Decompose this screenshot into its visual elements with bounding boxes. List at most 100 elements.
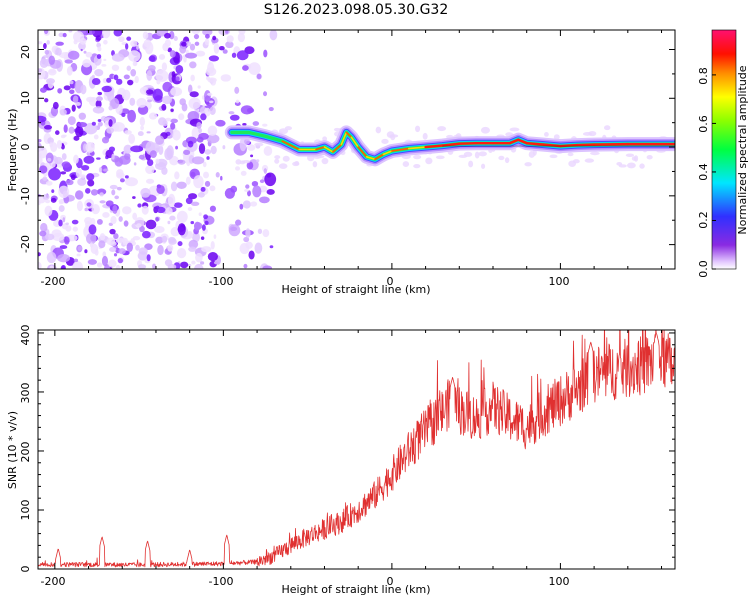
x-tick-label: -100	[209, 275, 234, 288]
noise-blob	[138, 247, 148, 255]
noise-blob	[155, 161, 167, 170]
noise-blob	[77, 245, 83, 251]
noise-blob	[266, 188, 275, 195]
noise-blob	[312, 161, 318, 168]
noise-blob	[66, 66, 73, 76]
noise-blob	[85, 142, 95, 153]
noise-blob	[112, 204, 118, 214]
noise-blob	[102, 30, 111, 39]
noise-blob	[631, 156, 637, 161]
noise-blob	[155, 158, 160, 164]
noise-blob	[294, 161, 300, 166]
colorbar-frame	[711, 29, 737, 270]
noise-blob	[402, 161, 410, 168]
noise-blob	[198, 143, 206, 155]
noise-blob	[137, 264, 147, 269]
noise-blob	[252, 121, 260, 126]
noise-blob	[113, 253, 118, 257]
noise-blob	[237, 32, 246, 43]
noise-blob	[43, 30, 49, 35]
noise-blob	[247, 190, 251, 197]
noise-blob	[47, 137, 54, 145]
noise-blob	[85, 188, 91, 194]
noise-blob	[204, 220, 209, 226]
noise-blob	[82, 59, 92, 68]
noise-blob	[212, 35, 217, 41]
noise-blob	[44, 205, 53, 217]
noise-blob	[96, 157, 101, 160]
colorbar-tick-label: 0.4	[697, 163, 710, 181]
noise-blob	[98, 167, 103, 173]
noise-blob	[269, 30, 278, 41]
noise-blob	[49, 69, 56, 74]
noise-blob	[215, 172, 220, 178]
y-axis-label: SNR (10 * v/v)	[6, 411, 19, 489]
noise-blob	[60, 144, 65, 150]
noise-blob	[180, 261, 189, 269]
noise-blob	[146, 89, 154, 95]
noise-blob	[415, 125, 421, 133]
noise-blob	[390, 134, 396, 141]
noise-blob	[207, 251, 218, 262]
noise-blob	[218, 46, 225, 51]
noise-blob	[158, 117, 167, 126]
colorbar-tick-label: 0.0	[697, 260, 710, 278]
noise-blob	[113, 30, 123, 37]
noise-blob	[175, 76, 180, 82]
noise-blob	[524, 162, 532, 167]
noise-blob	[381, 138, 389, 144]
noise-blob	[122, 206, 132, 215]
noise-blob	[198, 212, 202, 217]
noise-blob	[106, 127, 115, 134]
noise-blob	[190, 74, 195, 82]
noise-blob	[126, 36, 132, 41]
noise-blob	[103, 58, 107, 61]
noise-blob	[80, 84, 87, 95]
noise-blob	[55, 130, 60, 135]
noise-blob	[85, 233, 97, 245]
noise-blob	[242, 123, 247, 126]
noise-blob	[198, 128, 203, 134]
noise-blob	[65, 179, 74, 186]
noise-blob	[263, 168, 267, 174]
noise-blob	[171, 71, 176, 78]
noise-blob	[108, 119, 113, 127]
noise-blob	[94, 69, 104, 77]
noise-blob	[130, 238, 135, 244]
noise-blob	[468, 160, 474, 168]
noise-blob	[75, 125, 84, 138]
noise-blob	[177, 159, 186, 165]
noise-blob	[92, 106, 105, 114]
noise-blob	[168, 236, 176, 243]
noise-blob	[244, 189, 249, 192]
noise-blob	[549, 154, 558, 159]
x-axis-label: Height of straight line (km)	[281, 283, 430, 296]
noise-blob	[185, 176, 191, 185]
ridge-core	[407, 146, 427, 150]
noise-blob	[98, 240, 106, 249]
noise-blob	[58, 219, 63, 227]
noise-blob	[213, 234, 217, 239]
noise-blob	[119, 178, 125, 183]
noise-blob	[58, 32, 65, 38]
ridge-core	[345, 131, 353, 139]
ridge-core	[357, 146, 368, 158]
noise-blob	[42, 176, 48, 182]
noise-blob	[208, 61, 211, 65]
noise-blob	[146, 131, 151, 134]
noise-blob	[43, 42, 47, 50]
noise-blob	[115, 264, 121, 269]
noise-blob	[244, 138, 251, 145]
noise-blob	[47, 157, 52, 162]
noise-blob	[145, 219, 157, 230]
noise-blob	[235, 166, 241, 171]
noise-blob	[101, 255, 109, 267]
noise-blob	[62, 32, 67, 38]
noise-blob	[64, 236, 70, 245]
noise-blob	[40, 222, 48, 232]
noise-blob	[108, 259, 117, 268]
noise-blob	[146, 254, 151, 262]
noise-blob	[111, 189, 116, 196]
noise-blob	[60, 171, 67, 175]
ridge-core	[525, 141, 545, 146]
